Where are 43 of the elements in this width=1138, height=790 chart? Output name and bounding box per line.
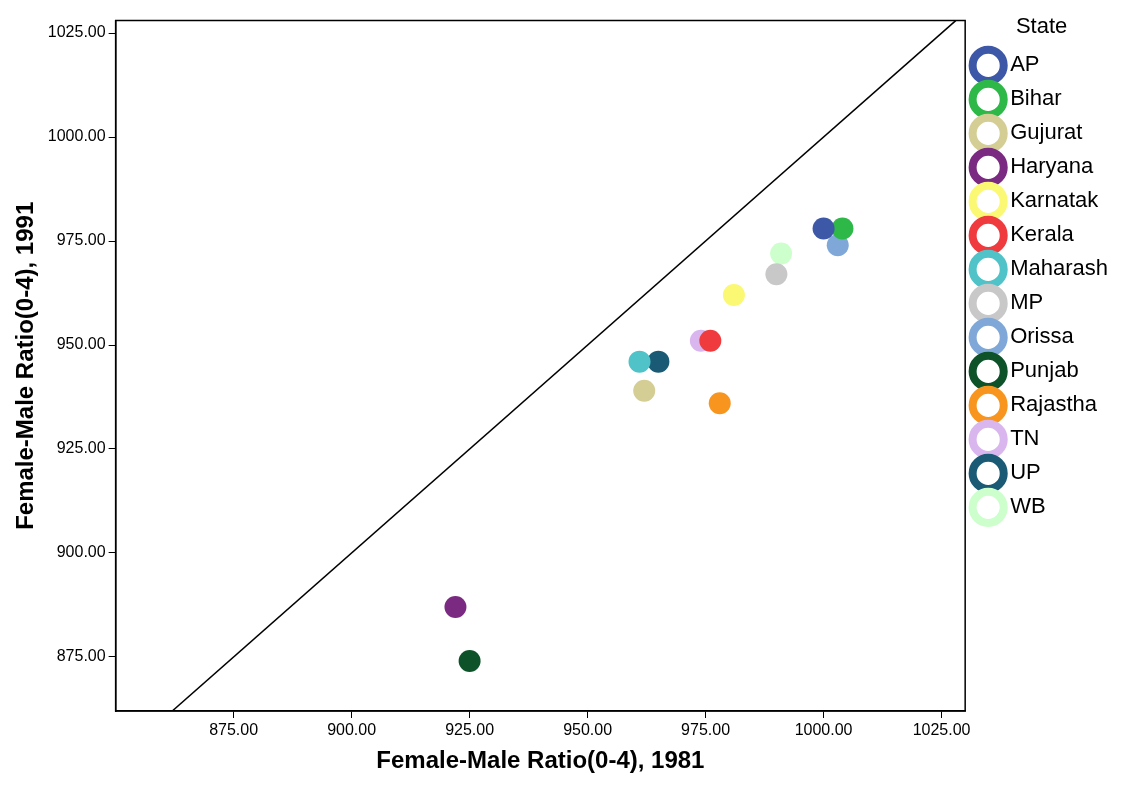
point (699, 329, 722, 352)
legend-label: Punjab (1010, 357, 1079, 383)
legend-label: Kerala (1010, 221, 1075, 247)
point (831, 217, 854, 240)
legend-label: Maharash (1010, 255, 1109, 281)
legend-label: Gujurat (1010, 119, 1083, 145)
y-tick-label: 900.00 (56, 543, 106, 561)
y-axis-title: Female-Male Ratio(0-4), 1991 (11, 201, 39, 530)
point (628, 350, 651, 373)
legend-label: Rajastha (1010, 391, 1098, 417)
y-tick-label: 975.00 (56, 231, 106, 249)
point (444, 596, 467, 619)
x-tick-label: 1000.00 (794, 721, 853, 739)
point (647, 350, 670, 373)
x-axis-title: Female-Male Ratio(0-4), 1981 (376, 746, 705, 774)
legend-label: Haryana (1010, 153, 1095, 179)
y-tick-label: 875.00 (56, 647, 106, 665)
y-tick-label: 1025.00 (47, 23, 106, 41)
x-tick-label: 950.00 (563, 721, 613, 739)
point (708, 392, 731, 415)
y-tick-label: 925.00 (56, 439, 106, 457)
x-tick-label: 900.00 (327, 721, 377, 739)
legend-label: MP (1010, 289, 1044, 315)
legend-label: WB (1010, 493, 1046, 519)
x-tick-label: 875.00 (209, 721, 259, 739)
point (458, 650, 481, 673)
legend-label: AP (1010, 51, 1040, 77)
legend-label: Orissa (1010, 323, 1075, 349)
x-tick-label: 1025.00 (912, 721, 971, 739)
y-tick-label: 1000.00 (47, 127, 106, 145)
point (770, 242, 793, 265)
legend-label: UP (1010, 459, 1041, 485)
point (765, 263, 788, 286)
x-tick-label: 975.00 (681, 721, 731, 739)
y-tick-label: 950.00 (56, 335, 106, 353)
point (812, 217, 835, 240)
point (633, 379, 656, 402)
legend-label: Bihar (1010, 85, 1062, 111)
legend-label: Karnatak (1010, 187, 1100, 213)
point (722, 284, 745, 307)
x-tick-label: 925.00 (445, 721, 495, 739)
legend-title: State (1015, 13, 1068, 39)
legend-label: TN (1010, 425, 1040, 451)
